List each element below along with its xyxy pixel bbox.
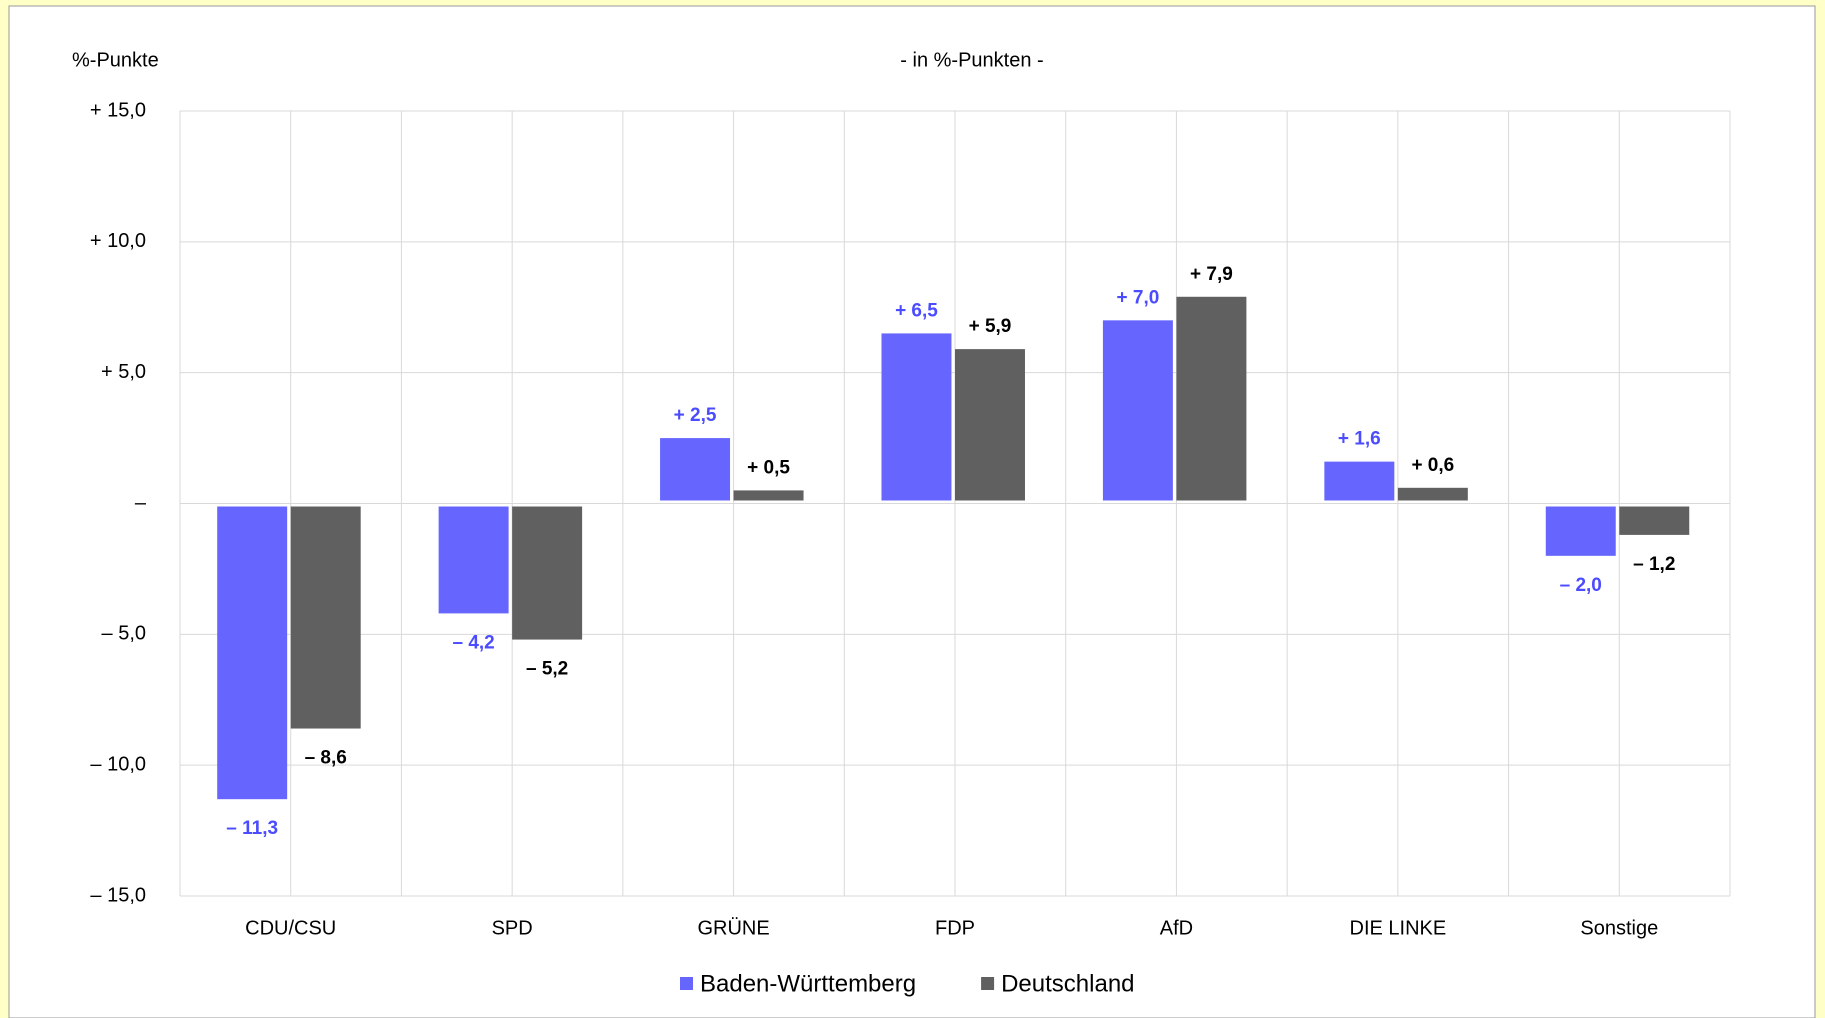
value-label: – 5,2 (526, 659, 568, 680)
legend-label: Baden-Württemberg (700, 970, 916, 997)
x-tick-label: GRÜNE (697, 917, 769, 939)
bar (217, 506, 288, 800)
value-label: + 7,9 (1190, 264, 1233, 285)
bar (438, 506, 509, 614)
bar (1397, 487, 1468, 501)
value-label: – 2,0 (1560, 575, 1602, 596)
x-tick-label: CDU/CSU (245, 917, 336, 939)
value-label: + 0,6 (1411, 455, 1454, 476)
bar (955, 349, 1025, 501)
legend-swatch (981, 977, 995, 990)
value-label: – 1,2 (1633, 554, 1675, 575)
value-label: – 8,6 (305, 748, 347, 769)
bar (512, 506, 583, 640)
bar (1176, 296, 1247, 501)
legend-label: Deutschland (1001, 970, 1134, 997)
y-axis-title: %-Punkte (72, 49, 159, 71)
y-tick-label: + 15,0 (90, 99, 146, 121)
bar (1619, 506, 1690, 535)
x-tick-label: Sonstige (1580, 917, 1658, 939)
y-tick-label: + 5,0 (101, 361, 146, 383)
y-tick-label: – 5,0 (102, 623, 146, 645)
value-label: – 11,3 (226, 818, 278, 839)
value-label: + 0,5 (747, 457, 790, 478)
y-tick-label: + 10,0 (90, 230, 146, 252)
bar (290, 506, 361, 729)
bar (733, 490, 804, 501)
value-label: + 1,6 (1338, 429, 1381, 450)
bar (1545, 506, 1616, 556)
bar (1324, 461, 1395, 501)
legend-swatch (680, 977, 693, 990)
value-label: + 6,5 (895, 300, 938, 321)
x-tick-label: FDP (935, 917, 975, 939)
value-label: + 7,0 (1117, 287, 1160, 308)
y-tick-label: – (135, 492, 147, 514)
bar (660, 438, 731, 501)
chart-title: - in %-Punkten - (900, 49, 1043, 71)
y-tick-label: – 15,0 (90, 884, 146, 906)
x-tick-label: DIE LINKE (1350, 917, 1447, 939)
bar (1102, 320, 1173, 501)
x-tick-label: AfD (1160, 917, 1193, 939)
x-tick-label: SPD (492, 917, 533, 939)
value-label: + 5,9 (969, 316, 1012, 337)
value-label: + 2,5 (674, 405, 717, 426)
y-tick-label: – 10,0 (90, 753, 146, 775)
value-label: – 4,2 (452, 632, 494, 653)
bar (881, 333, 952, 501)
